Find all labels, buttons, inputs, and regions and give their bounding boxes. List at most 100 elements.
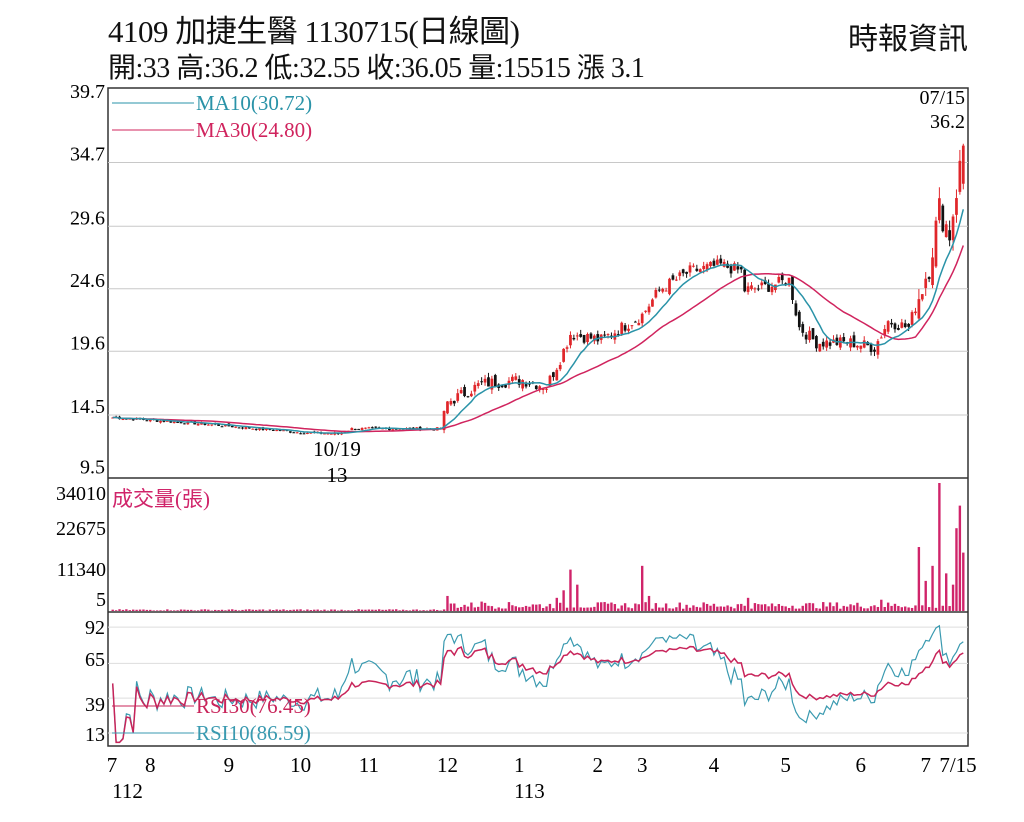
volume-bars — [111, 483, 965, 611]
volume-bar — [951, 584, 955, 611]
candle-body — [808, 330, 811, 341]
price-tick-label: 34.7 — [70, 144, 105, 166]
volume-bar — [948, 606, 951, 611]
candle-body — [480, 381, 484, 383]
candle-body — [234, 426, 238, 428]
volume-bar — [196, 610, 200, 611]
volume-bar — [565, 607, 569, 611]
volume-bar — [579, 607, 582, 611]
volume-bar — [422, 610, 425, 611]
candle-body — [760, 282, 764, 286]
candle-body — [753, 288, 757, 290]
volume-bar — [658, 607, 661, 611]
candle-body — [507, 380, 511, 385]
volume-bar — [336, 610, 340, 611]
volume-bar — [849, 604, 852, 611]
volume-bar — [784, 606, 787, 611]
volume-bar — [350, 610, 354, 611]
candle-body — [951, 216, 955, 241]
volume-bar — [323, 609, 326, 611]
volume-bar — [767, 606, 770, 611]
volume-bar — [726, 605, 729, 611]
candle-body — [733, 263, 736, 271]
candle-body — [350, 428, 354, 431]
candle-body — [394, 428, 398, 430]
candle-body — [524, 382, 528, 387]
volume-bar — [709, 605, 712, 611]
candle-body — [521, 380, 524, 389]
volume-bar — [159, 610, 162, 611]
volume-bar — [405, 610, 408, 611]
candle-body — [493, 375, 497, 387]
ma30-line — [112, 245, 964, 433]
candle-body — [504, 384, 507, 388]
volume-bar — [552, 608, 555, 611]
volume-tick-label: 5 — [96, 589, 106, 611]
volume-bar — [617, 608, 620, 611]
volume-bar — [480, 601, 483, 611]
candle-body — [575, 335, 579, 337]
volume-bar — [794, 608, 798, 611]
candle-body — [582, 334, 586, 343]
volume-bar — [917, 547, 921, 611]
ma30-legend-label: MA30(24.80) — [196, 118, 312, 142]
candle-body — [610, 335, 613, 337]
volume-tick-label: 22675 — [56, 518, 106, 540]
volume-bar — [371, 609, 374, 611]
month-label: 6 — [856, 753, 867, 777]
candle-body — [446, 401, 449, 414]
candle-body — [323, 433, 326, 435]
candle-body — [528, 383, 531, 385]
volume-bar — [384, 609, 388, 611]
volume-bar — [589, 607, 593, 611]
volume-bar — [398, 610, 401, 611]
candle-body — [736, 266, 740, 270]
candle-body — [511, 376, 514, 382]
volume-bar — [938, 483, 941, 611]
volume-bar — [845, 606, 849, 611]
candle-body — [145, 420, 149, 422]
volume-bar — [207, 609, 210, 611]
volume-bar — [302, 610, 306, 611]
volume-bar — [456, 607, 459, 611]
volume-bar — [374, 609, 377, 611]
volume-bar — [623, 603, 627, 611]
volume-bar — [886, 602, 890, 611]
volume-bar — [661, 607, 664, 611]
candle-body — [931, 257, 934, 286]
candle-body — [958, 160, 962, 192]
volume-bar — [333, 609, 336, 611]
candle-body — [186, 421, 190, 425]
candle-body — [159, 420, 162, 423]
candle-body — [449, 401, 453, 405]
volume-bar — [220, 609, 224, 611]
candle-body — [821, 341, 825, 347]
candle-body — [121, 418, 125, 420]
volume-bar — [637, 604, 640, 611]
volume-bar — [873, 605, 876, 611]
price-tick-label: 39.7 — [70, 81, 105, 103]
candle-body — [927, 277, 931, 280]
volume-bar — [477, 606, 480, 611]
candle-body — [165, 420, 169, 422]
month-label: 8 — [145, 753, 156, 777]
volume-bar — [839, 608, 842, 611]
volume-bar — [815, 608, 818, 611]
volume-bar — [900, 607, 903, 611]
volume-bar — [699, 607, 702, 611]
candle-body — [934, 220, 938, 267]
candle-body — [271, 429, 275, 431]
volume-bar — [634, 603, 637, 611]
candle-body — [910, 312, 914, 325]
candle-body — [603, 334, 606, 336]
volume-bar — [364, 609, 367, 611]
volume-bar — [798, 608, 801, 611]
month-label: 9 — [224, 753, 235, 777]
volume-bar — [692, 605, 695, 611]
candle-body — [791, 276, 794, 300]
volume-bar — [569, 569, 572, 611]
volume-bar — [114, 610, 118, 611]
volume-bar — [740, 603, 743, 611]
volume-bar — [610, 602, 613, 611]
